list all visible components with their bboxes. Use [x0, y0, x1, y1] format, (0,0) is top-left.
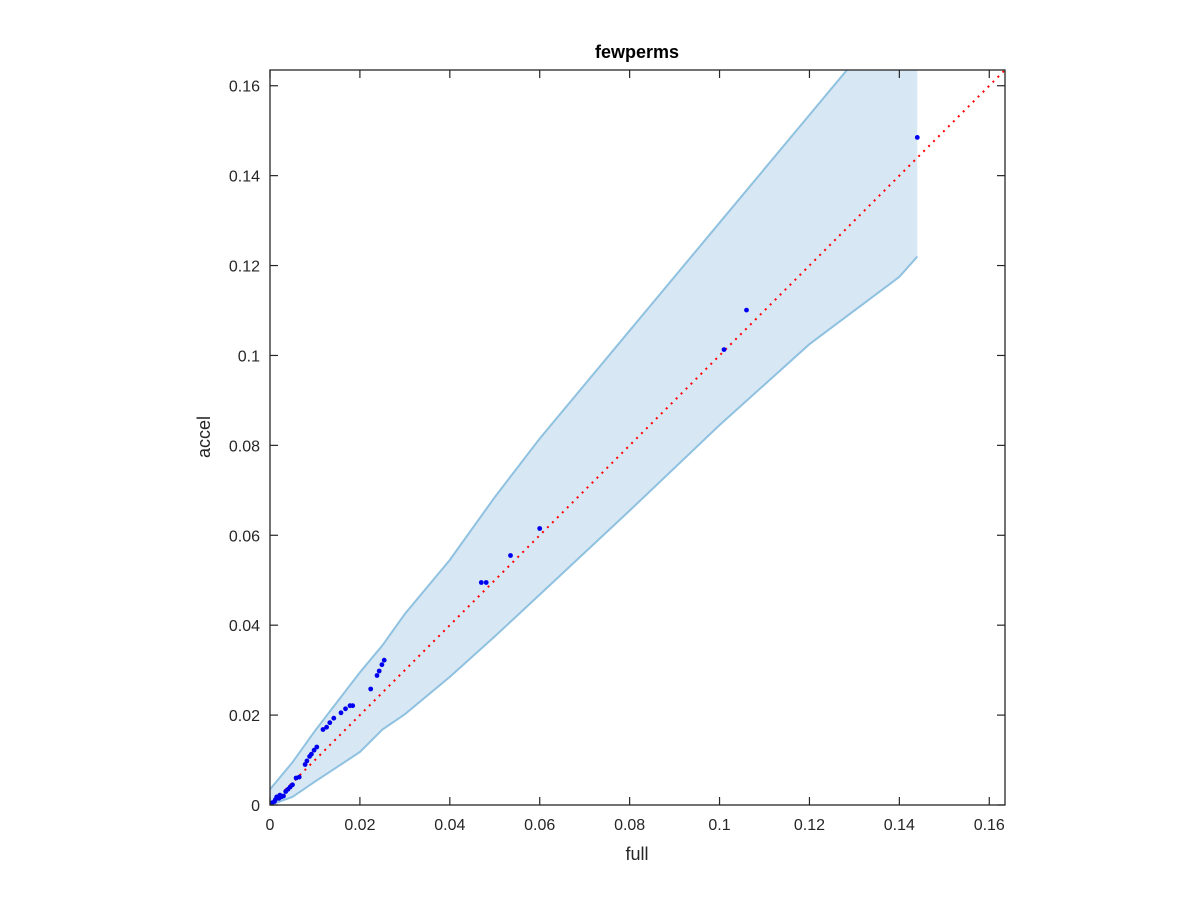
data-point — [368, 686, 374, 692]
x-tick-label: 0.06 — [524, 817, 555, 834]
y-tick-label: 0 — [251, 798, 260, 815]
chart-title: fewperms — [595, 42, 679, 62]
y-axis-label: accel — [194, 416, 214, 458]
x-tick-label: 0.16 — [974, 817, 1005, 834]
data-point — [376, 668, 382, 674]
data-point — [379, 662, 385, 668]
data-point — [304, 758, 310, 764]
data-point — [537, 526, 543, 531]
data-point — [478, 580, 484, 585]
data-point — [320, 727, 326, 732]
y-tick-label: 0.14 — [229, 169, 260, 186]
data-point — [744, 307, 749, 313]
data-point — [343, 706, 348, 712]
data-points — [270, 135, 920, 805]
y-tick-label: 0.12 — [229, 259, 260, 276]
data-point — [338, 710, 344, 716]
data-point — [302, 762, 308, 767]
y-tick-label: 0.08 — [229, 438, 260, 455]
data-point — [914, 135, 920, 140]
confidence-band-lower-edge — [270, 255, 919, 805]
confidence-band — [270, 70, 918, 805]
x-tick-label: 0.14 — [884, 817, 915, 834]
data-point — [350, 703, 356, 709]
x-tick-label: 0.08 — [614, 817, 645, 834]
plot-frame — [269, 69, 1006, 806]
x-tick-label: 0.1 — [708, 817, 730, 834]
y-tick-label: 0.04 — [229, 618, 260, 635]
data-point — [331, 715, 337, 721]
x-axis: 0 0.02 0.04 0.06 0.08 0.1 0.12 0.14 0.16 — [266, 70, 1005, 834]
identity-line — [270, 70, 1005, 805]
data-point — [296, 774, 302, 780]
x-tick-label: 0.12 — [794, 817, 825, 834]
data-point — [381, 657, 387, 663]
data-point — [314, 744, 320, 750]
confidence-band-upper-edge — [270, 70, 849, 790]
data-point — [311, 747, 317, 753]
data-point — [721, 347, 727, 352]
data-point — [309, 751, 314, 757]
x-tick-label: 0 — [266, 817, 275, 834]
x-axis-label: full — [625, 844, 648, 864]
data-point — [327, 720, 333, 726]
x-tick-label: 0.04 — [434, 817, 465, 834]
data-point — [281, 793, 286, 799]
data-point — [290, 782, 295, 788]
data-point — [324, 724, 329, 730]
data-point — [483, 580, 489, 585]
x-tick-label: 0.02 — [344, 817, 375, 834]
data-point — [508, 553, 513, 558]
y-axis: 0 0.02 0.04 0.06 0.08 0.1 0.12 0.14 0.16 — [229, 79, 1005, 815]
y-tick-label: 0.16 — [229, 79, 260, 96]
y-tick-label: 0.06 — [229, 528, 260, 545]
data-point — [374, 673, 380, 678]
y-tick-label: 0.1 — [238, 348, 260, 365]
y-tick-label: 0.02 — [229, 708, 260, 725]
